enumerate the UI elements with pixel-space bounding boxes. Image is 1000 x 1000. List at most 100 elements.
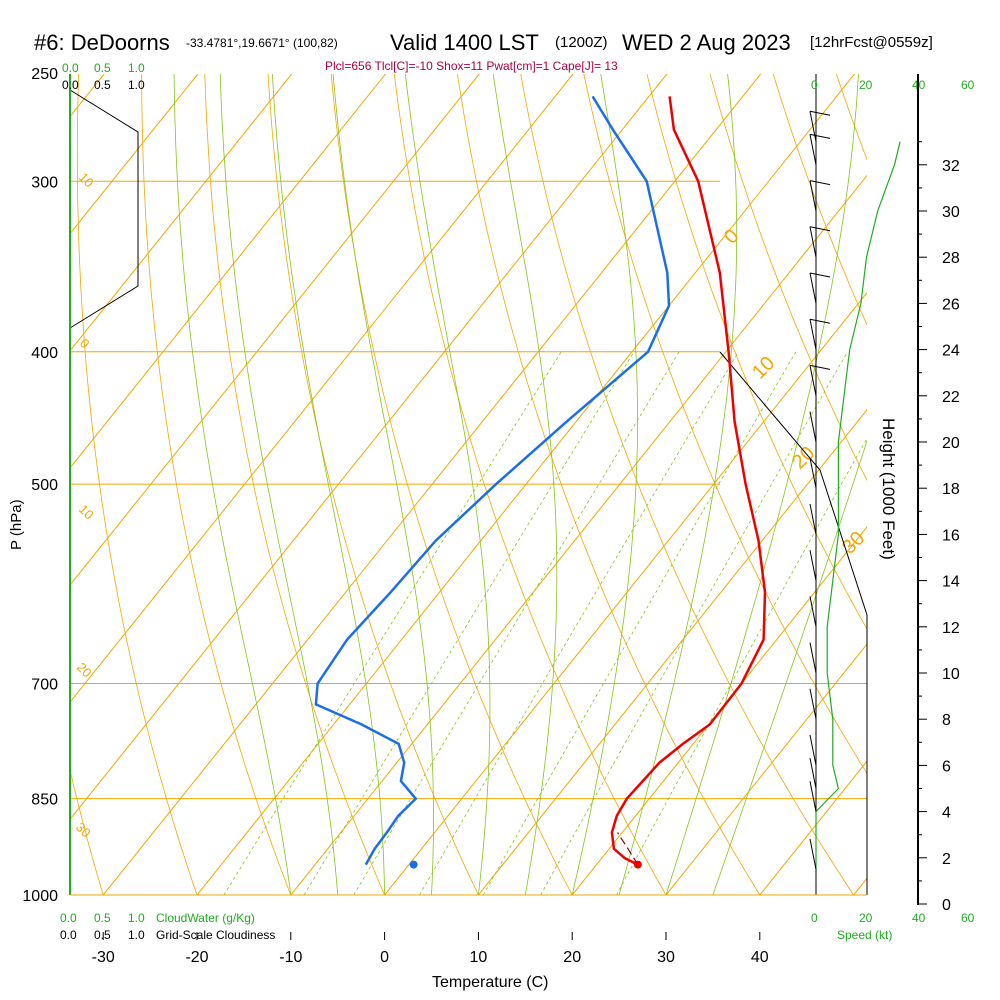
wind-barb-flag — [809, 110, 831, 116]
temperature-tick-label: -20 — [185, 949, 208, 966]
temperature-tick-label: -10 — [279, 949, 302, 966]
temperature-curve — [610, 96, 767, 866]
temperature-tick-label: 0 — [380, 949, 389, 966]
cloud-water-label: CloudWater (g/Kg) — [156, 911, 255, 925]
upper-air-boundary — [719, 351, 868, 895]
cloud-top-green-1: 0.5 — [94, 61, 111, 75]
temperature-tick-label: -30 — [92, 949, 115, 966]
dry-adiabat — [76, 74, 198, 895]
isotherm-line — [70, 74, 199, 235]
wind-barb — [809, 758, 817, 789]
valid-time: Valid 1400 LST — [390, 30, 539, 55]
dry-adiabat — [204, 74, 385, 895]
height-tick-label: 4 — [942, 805, 951, 822]
station-title: #6: DeDoorns — [34, 30, 170, 55]
mixing-ratio-line — [353, 351, 680, 895]
height-tick-label: 30 — [942, 204, 960, 221]
height-tick-label: 26 — [942, 296, 960, 313]
cloud-profile-boundary — [69, 89, 139, 329]
height-tick-label: 16 — [942, 527, 960, 544]
wind-top-tick-20: 20 — [859, 78, 873, 92]
isotherm-line — [478, 408, 867, 895]
cloud-top-green-2: 1.0 — [128, 61, 145, 75]
moist-adiabat — [571, 74, 638, 895]
wind-barb — [809, 134, 817, 165]
mixing-ratio-line — [223, 351, 562, 895]
height-tick-label: 18 — [942, 481, 960, 498]
wind-barb-flag — [809, 226, 831, 232]
wind-barb — [809, 365, 817, 396]
dry-adiabat — [772, 74, 867, 326]
pressure-axis: 250 300 400 500 700 850 1000 — [22, 66, 58, 905]
wind-top-tick-0: 0 — [811, 78, 818, 92]
mixing-ratio-label: 3 — [351, 902, 367, 918]
mixing-ratio-line — [616, 437, 867, 895]
surface-dewpoint-dot — [409, 860, 418, 869]
stability-indices: Plcl=656 Tlcl[C]=-10 Shox=11 Pwat[cm]=1 … — [325, 59, 618, 73]
dry-adiabat — [330, 74, 573, 895]
isotherm-line — [70, 74, 480, 586]
dry-adiabat — [583, 74, 867, 775]
moist-adiabat — [272, 74, 385, 895]
isotherm-line — [70, 74, 668, 821]
mixing-ratio-line — [303, 351, 635, 895]
temperature-tick-label: 30 — [657, 949, 675, 966]
dewpoint-curve — [314, 95, 671, 866]
pressure-tick-label: 700 — [31, 677, 58, 694]
dry-adiabat-label: 10 — [748, 352, 779, 383]
isotherm-line — [0, 73, 11, 895]
wind-top-tick-60: 60 — [961, 78, 975, 92]
pressure-axis-label: P (hPa) — [8, 499, 25, 550]
height-tick-label: 24 — [942, 343, 960, 360]
wind-bottom-tick-0: 0 — [811, 911, 818, 925]
wind-barb — [809, 226, 817, 258]
wind-bottom-tick-20: 20 — [859, 911, 873, 925]
wind-barb — [809, 457, 817, 489]
pressure-tick-label: 250 — [31, 66, 58, 83]
dry-adiabat-label: 0 — [720, 225, 743, 248]
moist-adiabat — [219, 74, 339, 895]
height-tick-label: 32 — [942, 158, 960, 175]
mixing-ratio-label: 5 — [416, 902, 432, 918]
wind-barb-flag — [809, 318, 831, 324]
valid-date: WED 2 Aug 2023 — [622, 30, 791, 55]
moist-adiabat — [332, 74, 434, 895]
wind-bottom-tick-40: 40 — [912, 911, 926, 925]
wind-barb-flag — [809, 364, 831, 370]
wind-barb — [809, 503, 817, 535]
height-axis-label: Height (1000 Feet) — [879, 418, 898, 560]
dry-adiabat — [709, 74, 867, 482]
zulu-time: (1200Z) — [555, 34, 608, 51]
cloud-top-black-0: 0.0 — [62, 78, 79, 92]
mixing-ratio-label: 20 — [613, 897, 634, 918]
dry-adiabat-label: 30 — [838, 527, 869, 558]
mixing-ratio-line — [419, 351, 739, 895]
height-tick-label: 8 — [942, 712, 951, 729]
pressure-tick-label: 300 — [31, 174, 58, 191]
temperature-axis: -30 -20 -10 0 10 20 30 40 — [92, 932, 769, 966]
forecast-info: [12hrFcst@0559z] — [810, 34, 933, 51]
dry-adiabat-label: 30 — [73, 820, 94, 841]
wind-barb-flag — [809, 272, 831, 278]
dry-adiabat-label: 10 — [76, 170, 97, 191]
temperature-tick-label: 40 — [751, 949, 769, 966]
wind-barb — [809, 781, 817, 812]
dry-adiabat — [141, 74, 292, 895]
wind-barb-flag — [809, 180, 831, 186]
cloud-top-black-1: 0.5 — [94, 78, 111, 92]
height-tick-label: 10 — [942, 666, 960, 683]
height-tick-label: 20 — [942, 435, 960, 452]
cloud-bottom-black-2: 1.0 — [128, 928, 145, 942]
moist-adiabat — [173, 74, 292, 895]
wind-barb — [809, 272, 817, 304]
wind-barb — [809, 180, 817, 212]
grid-cloudiness-label: Grid-Scale Cloudiness — [156, 928, 275, 942]
isotherm-line — [102, 74, 762, 895]
dry-adiabat-label: 20 — [788, 442, 819, 473]
height-tick-label: 22 — [942, 389, 960, 406]
wind-barb — [809, 688, 817, 720]
mixing-ratio-line — [540, 351, 848, 895]
pressure-tick-label: 500 — [31, 477, 58, 494]
